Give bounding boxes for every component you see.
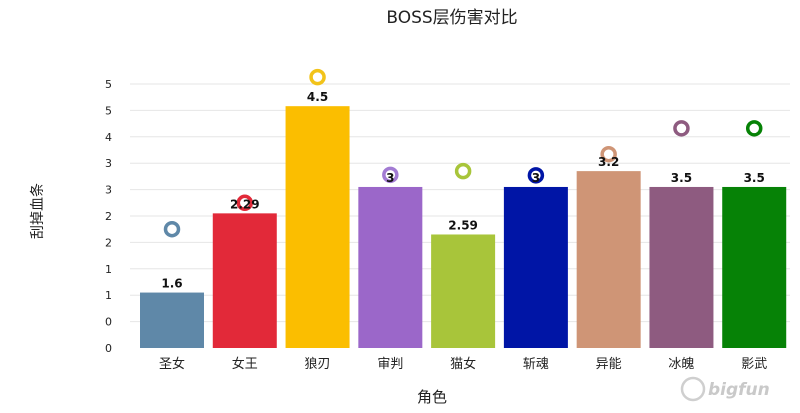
marker-ring: [454, 162, 472, 180]
y-tick-label: 1: [105, 289, 112, 302]
y-axis-label: 刮掉血条: [29, 183, 46, 239]
marker-ring: [745, 120, 763, 137]
data-label: 2.29: [230, 197, 260, 211]
category-label: 斩魂: [523, 356, 549, 372]
category-label: 圣女: [159, 356, 185, 372]
marker-ring: [309, 68, 326, 86]
bar: [722, 186, 787, 348]
y-tick-label: 3: [105, 184, 112, 197]
y-tick-label: 2: [105, 236, 112, 249]
marker-ring: [236, 194, 254, 212]
y-tick-label: 1: [105, 263, 112, 276]
category-labels: 圣女 女王 狼刃 审判 猫女 斩魂 异能 冰魄 影武: [159, 356, 767, 372]
category-label: 女王: [232, 356, 258, 372]
category-label: 影武: [741, 357, 767, 372]
marker-ring: [163, 220, 181, 238]
category-label: 冰魄: [668, 356, 694, 372]
data-labels: 1.6 2.29 4.5 3 2.59 3 3.2 3.5 3.5: [161, 90, 764, 290]
data-label: 2.59: [448, 218, 478, 232]
marker-ring: [527, 167, 545, 184]
watermark-text: bigfun: [708, 380, 770, 400]
y-tick-label: 0: [105, 342, 112, 355]
bar: [649, 186, 714, 348]
chart-title: BOSS层伤害对比: [386, 8, 517, 28]
data-label: 3: [386, 171, 394, 185]
category-label: 狼刃: [305, 357, 331, 372]
y-tick-label: 0: [105, 316, 112, 329]
bar: [358, 186, 423, 348]
marker-ring: [382, 166, 399, 184]
marker-ring: [600, 145, 617, 163]
y-tick-label: 2: [105, 210, 112, 223]
markers: [163, 68, 763, 238]
bar: [140, 292, 204, 348]
bar: [576, 171, 641, 348]
watermark: bigfun: [680, 376, 770, 402]
bar: [431, 234, 496, 348]
data-label: 3.5: [744, 171, 765, 185]
data-label: 3.5: [671, 171, 692, 185]
y-tick-label: 5: [105, 78, 112, 91]
category-label: 猫女: [450, 356, 476, 372]
bar: [285, 106, 350, 349]
bar: [503, 186, 568, 348]
bar: [212, 213, 277, 348]
y-tick-label: 5: [105, 104, 112, 117]
y-tick-label: 3: [105, 157, 112, 170]
data-label: 1.6: [161, 277, 182, 291]
data-label: 3.2: [598, 155, 619, 169]
category-label: 审判: [377, 357, 403, 372]
category-label: 异能: [596, 357, 622, 372]
data-label: 3: [532, 171, 540, 185]
x-axis-label: 角色: [417, 388, 447, 406]
data-label: 4.5: [307, 90, 328, 104]
y-axis-ticks: 0 0 1 1 2 2 3 3 4 5 5: [105, 78, 112, 355]
watermark-paw-icon: [680, 376, 706, 402]
bars: [140, 106, 787, 349]
marker-ring: [673, 120, 690, 137]
y-tick-label: 4: [105, 131, 112, 144]
